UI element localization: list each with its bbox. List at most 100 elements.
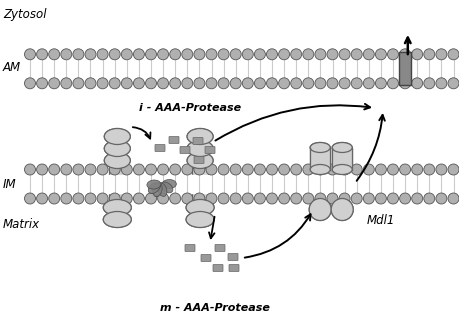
Ellipse shape <box>187 153 213 169</box>
Circle shape <box>73 164 84 175</box>
Ellipse shape <box>104 129 130 145</box>
Circle shape <box>338 78 349 89</box>
Circle shape <box>169 164 180 175</box>
Circle shape <box>314 193 325 204</box>
Ellipse shape <box>309 164 330 174</box>
Circle shape <box>24 164 35 175</box>
Circle shape <box>169 78 180 89</box>
Ellipse shape <box>186 199 213 215</box>
FancyBboxPatch shape <box>179 147 190 154</box>
Bar <box>309 148 330 170</box>
Ellipse shape <box>309 142 330 153</box>
Circle shape <box>242 49 253 60</box>
Circle shape <box>97 49 108 60</box>
Circle shape <box>145 78 156 89</box>
Circle shape <box>399 49 410 60</box>
Circle shape <box>326 78 337 89</box>
Circle shape <box>399 164 410 175</box>
Circle shape <box>254 49 265 60</box>
Circle shape <box>330 198 353 220</box>
Circle shape <box>330 198 353 220</box>
Ellipse shape <box>157 183 167 196</box>
Circle shape <box>338 193 349 204</box>
FancyBboxPatch shape <box>194 156 203 164</box>
Circle shape <box>308 198 330 220</box>
Circle shape <box>435 193 446 204</box>
Ellipse shape <box>162 180 176 188</box>
Circle shape <box>411 78 422 89</box>
Ellipse shape <box>331 142 352 153</box>
Circle shape <box>411 49 422 60</box>
FancyBboxPatch shape <box>185 244 195 252</box>
Circle shape <box>350 193 361 204</box>
Circle shape <box>145 164 156 175</box>
Circle shape <box>423 78 434 89</box>
Circle shape <box>302 193 313 204</box>
Circle shape <box>194 193 204 204</box>
Circle shape <box>109 78 120 89</box>
Circle shape <box>85 49 96 60</box>
FancyBboxPatch shape <box>205 147 214 154</box>
Ellipse shape <box>104 140 130 156</box>
Circle shape <box>242 193 253 204</box>
Circle shape <box>109 164 120 175</box>
Ellipse shape <box>152 183 162 197</box>
Circle shape <box>181 164 192 175</box>
Circle shape <box>447 49 458 60</box>
Ellipse shape <box>162 180 176 188</box>
Circle shape <box>386 164 397 175</box>
Circle shape <box>145 49 156 60</box>
Circle shape <box>97 78 108 89</box>
Ellipse shape <box>104 140 130 156</box>
Circle shape <box>194 49 204 60</box>
Circle shape <box>85 164 96 175</box>
Ellipse shape <box>146 180 161 189</box>
Circle shape <box>61 193 72 204</box>
Circle shape <box>109 49 120 60</box>
Circle shape <box>350 164 361 175</box>
Circle shape <box>423 193 434 204</box>
FancyBboxPatch shape <box>214 244 224 252</box>
Circle shape <box>206 193 217 204</box>
Circle shape <box>411 164 422 175</box>
Circle shape <box>206 49 217 60</box>
Circle shape <box>61 49 72 60</box>
Circle shape <box>37 164 47 175</box>
Circle shape <box>49 193 60 204</box>
Circle shape <box>157 193 168 204</box>
Circle shape <box>242 78 253 89</box>
Circle shape <box>308 198 330 220</box>
Bar <box>109 167 125 201</box>
Circle shape <box>24 49 35 60</box>
FancyBboxPatch shape <box>229 265 239 271</box>
Ellipse shape <box>160 182 173 193</box>
Circle shape <box>85 193 96 204</box>
Bar <box>398 52 410 85</box>
Ellipse shape <box>187 153 213 169</box>
Circle shape <box>218 193 229 204</box>
Circle shape <box>73 49 84 60</box>
Ellipse shape <box>104 153 130 169</box>
Circle shape <box>399 78 410 89</box>
Ellipse shape <box>331 164 352 174</box>
Circle shape <box>278 78 289 89</box>
Circle shape <box>37 193 47 204</box>
Text: AM: AM <box>3 61 21 74</box>
Circle shape <box>290 49 301 60</box>
FancyBboxPatch shape <box>155 145 165 151</box>
Ellipse shape <box>104 153 130 169</box>
Circle shape <box>206 164 217 175</box>
Circle shape <box>266 78 277 89</box>
Circle shape <box>61 164 72 175</box>
Ellipse shape <box>187 129 213 145</box>
Circle shape <box>447 78 458 89</box>
Circle shape <box>73 193 84 204</box>
Circle shape <box>302 78 313 89</box>
Circle shape <box>314 49 325 60</box>
Circle shape <box>121 78 132 89</box>
Ellipse shape <box>309 142 330 153</box>
Circle shape <box>375 193 386 204</box>
Circle shape <box>350 49 361 60</box>
Circle shape <box>290 164 301 175</box>
Circle shape <box>24 78 35 89</box>
